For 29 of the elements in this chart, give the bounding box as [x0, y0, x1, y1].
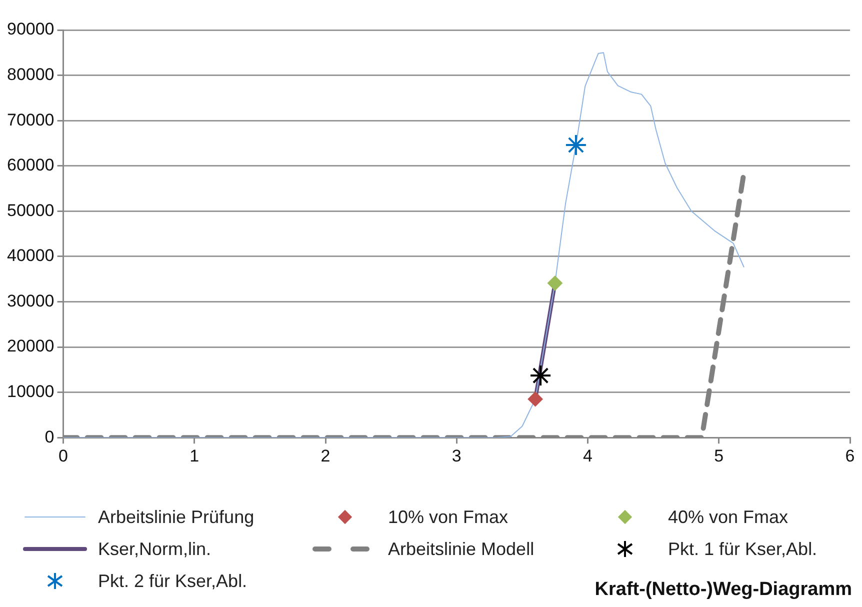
y-tick-label: 70000 [6, 110, 54, 130]
point [528, 392, 543, 407]
legend-label: Arbeitslinie Modell [388, 538, 534, 560]
x-tick-label: 6 [845, 446, 855, 466]
legend-label: 10% von Fmax [388, 506, 508, 528]
x-tick-label: 2 [320, 446, 330, 466]
y-tick-label: 0 [44, 427, 54, 446]
x-tick-label: 5 [714, 446, 724, 466]
x-tick-label: 3 [452, 446, 462, 466]
point [547, 276, 562, 291]
y-tick-label: 90000 [6, 20, 54, 39]
x-tick-label: 1 [190, 446, 200, 466]
y-tick-label: 30000 [6, 291, 54, 310]
point [530, 364, 552, 387]
y-tick-label: 60000 [6, 156, 54, 175]
y-tick-label: 20000 [6, 336, 54, 356]
legend-label: Arbeitslinie Prüfung [98, 506, 254, 528]
point [564, 134, 587, 156]
text: Kraft-(Netto-)Weg-Diagramm [594, 579, 852, 601]
legend-label: 40% von Fmax [668, 506, 788, 528]
y-tick-label: 40000 [6, 246, 54, 266]
y-tick-label: 50000 [6, 200, 54, 220]
y-tick-label: 80000 [6, 64, 54, 84]
legend-label: Pkt. 1 für Kser,Abl. [668, 538, 818, 560]
legend-label: Kser,Norm,lin. [98, 538, 212, 560]
x-tick-label: 4 [583, 446, 592, 466]
x-tick-label: 0 [58, 446, 68, 466]
legend-label: Pkt. 2 für Kser,Abl. [98, 570, 248, 592]
y-tick-label: 10000 [6, 382, 54, 401]
